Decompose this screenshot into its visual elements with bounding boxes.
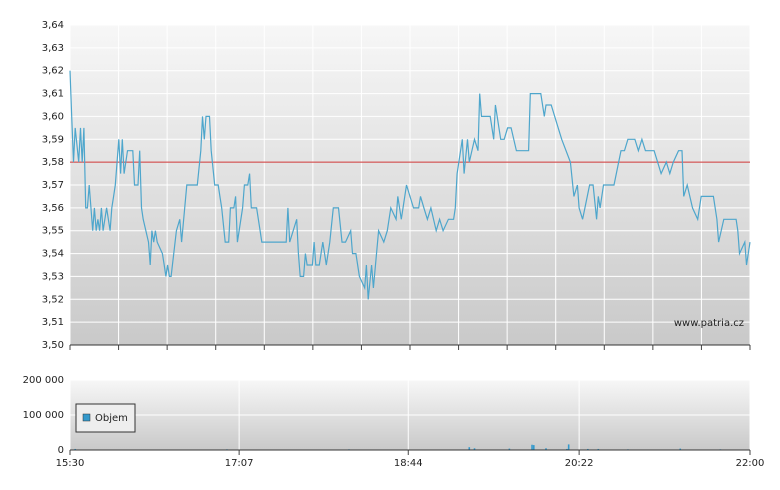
y-tick-label: 3,62 — [42, 66, 64, 77]
y-tick-label: 3,50 — [42, 340, 64, 351]
y-tick-label: 3,54 — [42, 249, 64, 260]
volume-bar — [587, 448, 589, 450]
volume-bar — [508, 448, 511, 450]
price-line — [69, 70, 751, 300]
x-tick-label: 17:07 — [225, 458, 254, 469]
x-tick-label: 22:00 — [736, 458, 765, 469]
volume-bar — [545, 448, 547, 450]
y-tick-label: 3,52 — [42, 294, 64, 305]
volume-bar — [468, 447, 471, 450]
volume-bar — [597, 448, 600, 450]
x-tick-label: 18:44 — [394, 458, 423, 469]
legend-swatch — [82, 413, 91, 422]
volume-bar — [567, 444, 570, 450]
volume-bar — [74, 448, 77, 450]
y-tick-label: 3,57 — [42, 180, 64, 191]
volume-bar — [566, 448, 568, 450]
volume-bar — [473, 448, 476, 450]
volume-bar — [532, 445, 535, 450]
y-tick-label: 3,51 — [42, 317, 64, 328]
x-tick-label: 20:22 — [565, 458, 594, 469]
y-tick-label: 3,60 — [42, 111, 64, 122]
y-tick-label: 3,63 — [42, 43, 64, 54]
y-tick-label: 3,55 — [42, 226, 64, 237]
y-tick-label: 3,61 — [42, 89, 64, 100]
y-tick-label: 3,56 — [42, 203, 64, 214]
y-tick-label: 3,59 — [42, 134, 64, 145]
y-tick-label: 0 — [58, 445, 64, 456]
volume-bar — [679, 448, 682, 450]
y-tick-label: 3,58 — [42, 157, 64, 168]
watermark: www.patria.cz — [674, 318, 744, 329]
y-tick-label: 200 000 — [23, 375, 64, 386]
volume-bar — [531, 444, 533, 450]
x-tick-label: 15:30 — [56, 458, 85, 469]
y-tick-label: 3,53 — [42, 271, 64, 282]
legend-label: Objem — [95, 413, 128, 424]
y-tick-label: 100 000 — [23, 410, 64, 421]
y-tick-label: 3,64 — [42, 20, 64, 31]
